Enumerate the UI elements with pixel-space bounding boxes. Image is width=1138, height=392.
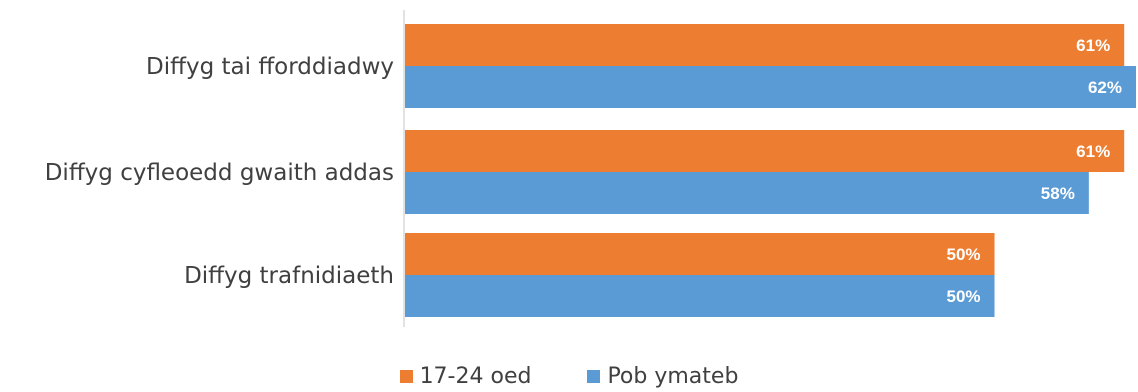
data-label: 58% (1041, 184, 1075, 203)
data-label: 61% (1076, 36, 1110, 55)
legend-label-series-1: 17-24 oed (419, 363, 532, 389)
bar-series-2-cat-1 (405, 66, 1136, 108)
category-label: Diffyg tai fforddiadwy (146, 54, 394, 80)
data-label: 50% (946, 287, 980, 306)
data-label: 50% (946, 245, 980, 264)
legend-swatch-series-1 (399, 369, 413, 383)
bar-series-1-cat-1 (405, 24, 1125, 66)
legend: 17-24 oed Pob ymateb (0, 360, 1138, 392)
category-label: Diffyg trafnidiaeth (184, 263, 394, 289)
bar-series-2-cat-2 (405, 172, 1089, 214)
legend-label-series-2: Pob ymateb (607, 363, 739, 389)
category-label: Diffyg cyfleoedd gwaith addas (45, 160, 394, 186)
data-label: 62% (1088, 78, 1122, 97)
data-label: 61% (1076, 142, 1110, 161)
bar-series-1-cat-3 (405, 233, 995, 275)
legend-item-series-1: 17-24 oed (399, 363, 532, 389)
bar-series-1-cat-2 (405, 130, 1125, 172)
legend-item-series-2: Pob ymateb (587, 364, 738, 389)
legend-swatch-series-2 (587, 369, 601, 383)
bar-chart: Diffyg tai fforddiadwy 61% 62% Diffyg cyfle… (45, 10, 1136, 327)
bar-series-2-cat-3 (405, 275, 995, 317)
